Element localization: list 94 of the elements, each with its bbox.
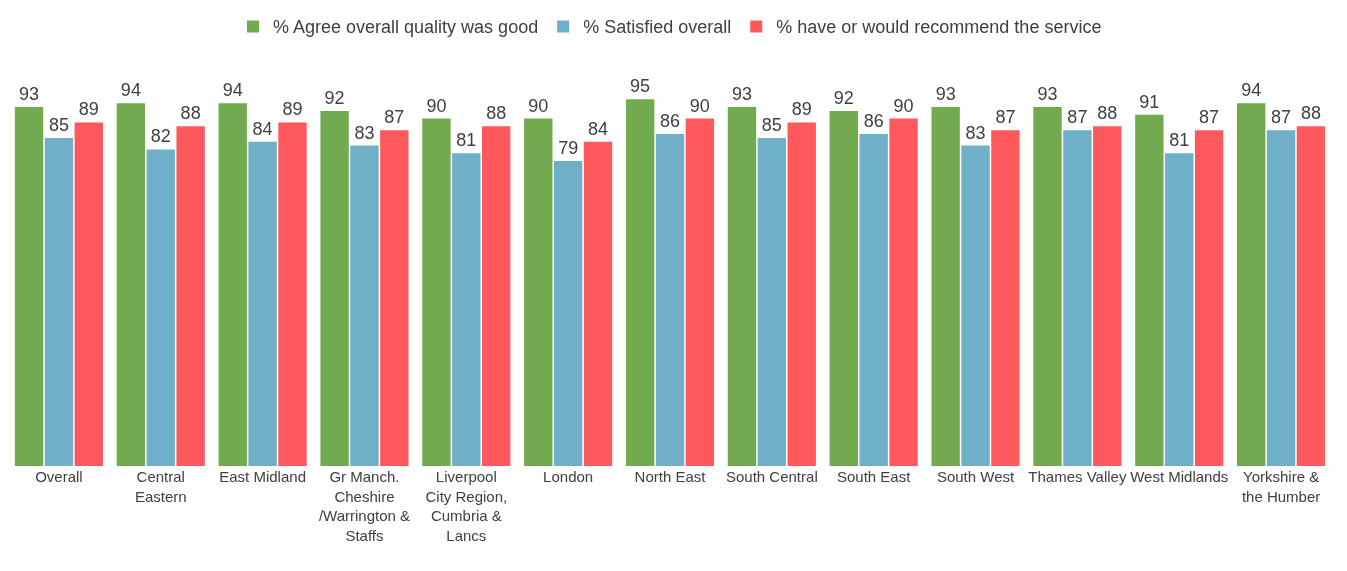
x-tick-label: Central Eastern <box>134 468 187 505</box>
bar <box>1266 130 1296 466</box>
bar <box>1063 130 1092 466</box>
data-label: 88 <box>1097 103 1118 124</box>
bar <box>655 134 685 466</box>
bar <box>1296 126 1326 466</box>
x-tick-label: South Central <box>725 468 818 485</box>
bar <box>146 149 175 466</box>
data-label: 83 <box>354 122 375 143</box>
bar <box>625 99 655 466</box>
bar <box>829 110 859 466</box>
data-label: 82 <box>150 126 171 147</box>
data-label: 89 <box>791 99 812 120</box>
data-label: 86 <box>659 111 681 132</box>
data-label: 90 <box>893 95 914 116</box>
bar <box>991 130 1020 466</box>
x-tick-label: South West <box>936 468 1015 485</box>
bar <box>44 137 74 466</box>
bar <box>859 134 888 466</box>
bar <box>422 118 451 466</box>
data-label: 86 <box>863 111 884 132</box>
data-label: 92 <box>833 87 854 108</box>
data-label: 93 <box>935 84 956 105</box>
data-label: 94 <box>120 80 141 101</box>
bar <box>1165 153 1194 466</box>
data-label: 93 <box>1037 84 1058 105</box>
data-label: 90 <box>689 95 710 116</box>
data-label: 90 <box>528 95 549 116</box>
bar <box>218 103 247 466</box>
bar <box>1093 126 1122 466</box>
data-label: 89 <box>78 99 99 120</box>
data-label: 84 <box>252 118 273 139</box>
bar <box>685 118 715 466</box>
bar <box>380 130 409 466</box>
data-label: 88 <box>486 103 507 124</box>
legend-label: % have or would recommend the service <box>776 17 1102 38</box>
x-tick-label: North East <box>634 468 707 485</box>
bar <box>583 141 613 466</box>
data-label: 84 <box>588 118 609 139</box>
data-label: 92 <box>324 87 345 108</box>
legend-label: % Agree overall quality was good <box>273 17 539 38</box>
data-label: 85 <box>48 114 69 135</box>
bar <box>74 122 103 466</box>
bar <box>452 153 481 466</box>
bar <box>14 107 44 466</box>
x-tick-label: Overall <box>35 468 83 485</box>
data-label: 93 <box>19 84 40 105</box>
data-label: 79 <box>558 138 579 159</box>
bar <box>1237 103 1266 466</box>
data-label: 87 <box>1271 107 1292 128</box>
bar <box>350 145 379 466</box>
data-label: 91 <box>1139 91 1160 112</box>
bar <box>1033 107 1062 466</box>
data-label: 81 <box>1169 130 1190 151</box>
data-label: 83 <box>965 122 986 143</box>
data-label: 94 <box>222 80 243 101</box>
bar <box>787 122 816 466</box>
x-tick-label: Thames Valley <box>1028 468 1127 485</box>
data-label: 93 <box>731 84 752 105</box>
bar <box>248 141 277 466</box>
x-tick-label: London <box>543 468 594 485</box>
data-label: 88 <box>180 103 201 124</box>
x-tick-label: South East <box>836 468 912 485</box>
x-tick-label: East Midland <box>219 468 306 485</box>
data-label: 87 <box>1199 107 1220 128</box>
legend-label: % Satisfied overall <box>583 17 732 38</box>
data-label: 95 <box>630 76 651 97</box>
bar <box>553 161 583 466</box>
data-label: 81 <box>456 130 477 151</box>
x-tick-label: Yorkshire & the Humber <box>1241 468 1321 505</box>
data-label: 87 <box>1067 107 1088 128</box>
bar <box>727 107 757 466</box>
bar <box>1135 114 1164 466</box>
data-label: 88 <box>1300 103 1321 124</box>
bar <box>931 107 960 466</box>
data-label: 89 <box>282 99 303 120</box>
x-tick-label: West Midlands <box>1130 468 1229 485</box>
bar <box>481 126 511 466</box>
data-label: 87 <box>995 107 1016 128</box>
bar <box>524 118 553 466</box>
bar <box>889 118 918 466</box>
data-label: 85 <box>761 114 782 135</box>
bar <box>757 137 787 466</box>
data-label: 87 <box>384 107 405 128</box>
bar <box>1194 130 1224 466</box>
bar <box>320 110 349 466</box>
data-label: 94 <box>1241 80 1262 101</box>
x-tick-label: Liverpool City Region, Cumbria & Lancs <box>425 468 508 544</box>
data-label: 90 <box>426 95 447 116</box>
x-tick-label: Gr Manch. Cheshire /Warrington & Staffs <box>318 468 411 544</box>
bar <box>961 145 990 466</box>
bar <box>176 126 205 466</box>
bar <box>278 122 307 466</box>
bar <box>116 103 146 466</box>
